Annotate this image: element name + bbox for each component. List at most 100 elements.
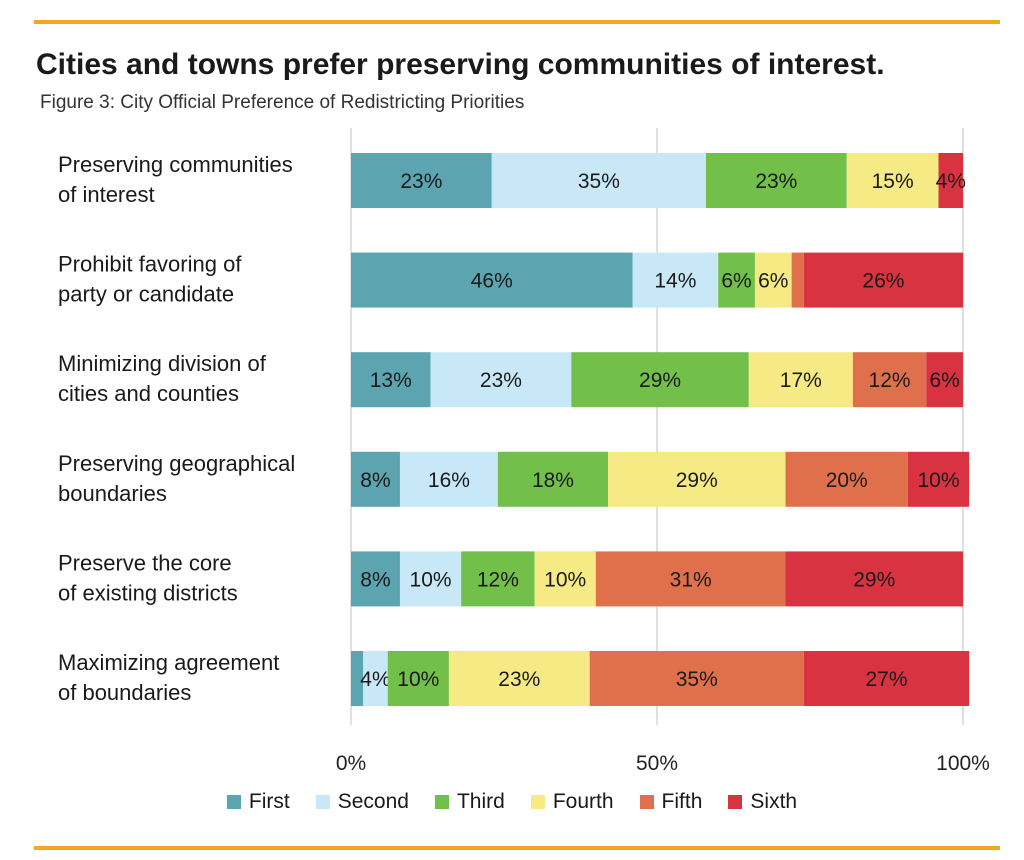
data-label: 35% xyxy=(578,170,620,193)
data-label: 31% xyxy=(670,568,712,591)
data-label: 12% xyxy=(477,568,519,591)
category-label: cities and counties xyxy=(58,381,239,406)
data-label: 16% xyxy=(428,469,470,492)
legend-label: Third xyxy=(456,790,505,813)
data-label: 23% xyxy=(480,369,522,392)
bar-segment-fifth xyxy=(791,252,804,308)
data-label: 29% xyxy=(853,568,895,591)
bar-segment-third xyxy=(461,551,535,607)
data-label: 8% xyxy=(360,469,390,492)
bar-segment-sixth xyxy=(803,252,963,308)
bar-segment-fifth xyxy=(852,352,927,408)
data-label: 10% xyxy=(397,668,439,691)
data-label: 10% xyxy=(544,568,586,591)
legend-item-third: Third xyxy=(434,790,505,814)
bar-segment-third xyxy=(497,451,609,507)
legend-item-fourth: Fourth xyxy=(530,790,614,814)
bar-segment-third xyxy=(571,352,749,408)
bar-segment-second xyxy=(399,451,498,507)
data-label: 12% xyxy=(869,369,911,392)
x-tick-label: 50% xyxy=(636,752,678,775)
bar-segment-fifth xyxy=(589,651,804,706)
category-label: Maximizing agreement xyxy=(58,650,279,675)
data-label: 8% xyxy=(360,568,390,591)
legend-swatch xyxy=(315,795,330,809)
data-label: 13% xyxy=(370,369,412,392)
bar-segment-fifth xyxy=(595,551,786,607)
category-label: Preserve the core xyxy=(58,550,232,575)
data-label: 35% xyxy=(676,668,718,691)
bar-segment-second xyxy=(632,252,719,308)
x-tick-label: 100% xyxy=(936,752,990,775)
bar-segment-fifth xyxy=(785,451,908,507)
data-label: 29% xyxy=(639,369,681,392)
data-label: 14% xyxy=(654,270,696,293)
data-label: 23% xyxy=(755,170,797,193)
bar-segment-first xyxy=(351,651,364,706)
category-label: of boundaries xyxy=(58,680,191,705)
data-label: 6% xyxy=(721,270,751,293)
data-label: 17% xyxy=(780,369,822,392)
data-label: 18% xyxy=(532,469,574,492)
data-label: 15% xyxy=(872,170,914,193)
bar-segment-first xyxy=(351,451,400,507)
legend-label: Fourth xyxy=(552,790,614,813)
bar-segment-third xyxy=(387,651,449,706)
legend-item-sixth: Sixth xyxy=(728,790,797,814)
bar-segment-third xyxy=(718,252,755,308)
category-label: boundaries xyxy=(58,481,167,506)
legend-item-fifth: Fifth xyxy=(639,790,703,814)
chart-title: Cities and towns prefer preserving commu… xyxy=(36,48,885,81)
legend-swatch xyxy=(728,795,743,809)
legend-swatch xyxy=(226,795,241,809)
bar-segment-fourth xyxy=(534,551,596,607)
data-label: 27% xyxy=(865,668,907,691)
data-label: 23% xyxy=(400,170,442,193)
data-label: 6% xyxy=(758,270,788,293)
bar-segment-fourth xyxy=(754,252,792,308)
bar-segment-sixth xyxy=(785,551,963,607)
top-accent-rule xyxy=(34,20,1000,24)
data-label: 10% xyxy=(410,568,452,591)
legend-swatch xyxy=(434,795,449,809)
data-label: 46% xyxy=(471,270,513,293)
legend-label: Sixth xyxy=(750,790,798,813)
category-label: of existing districts xyxy=(58,580,238,605)
legend-label: Second xyxy=(337,790,409,813)
bar-segment-second xyxy=(491,153,706,208)
chart-subtitle: Figure 3: City Official Preference of Re… xyxy=(40,92,525,113)
bar-segment-fourth xyxy=(748,352,853,408)
legend-item-first: First xyxy=(226,790,290,814)
bar-segment-first xyxy=(351,252,633,308)
legend-item-second: Second xyxy=(315,790,409,814)
bottom-accent-rule xyxy=(34,846,1000,850)
data-label: 29% xyxy=(676,469,718,492)
bar-segment-first xyxy=(351,551,400,607)
x-tick-label: 0% xyxy=(336,752,366,775)
data-label: 4% xyxy=(936,170,966,193)
chart-legend: First Second Third Fourth Fifth Sixth xyxy=(0,790,1024,814)
category-label: party or candidate xyxy=(58,282,234,307)
bar-segment-fourth xyxy=(608,451,786,507)
bar-segment-sixth xyxy=(926,352,963,408)
legend-swatch xyxy=(530,795,545,809)
bar-segment-sixth xyxy=(938,153,963,208)
bar-segment-sixth xyxy=(907,451,970,507)
data-label: 23% xyxy=(498,668,540,691)
bar-segment-second xyxy=(430,352,572,408)
data-label: 10% xyxy=(918,469,960,492)
data-label: 26% xyxy=(862,270,904,293)
legend-label: First xyxy=(248,790,290,813)
bar-segment-first xyxy=(351,352,431,408)
bar-segment-fourth xyxy=(448,651,590,706)
data-label: 4% xyxy=(360,668,390,691)
legend-label: Fifth xyxy=(661,790,703,813)
bar-segment-sixth xyxy=(803,651,970,706)
bar-segment-second xyxy=(363,651,388,706)
data-label: 20% xyxy=(826,469,868,492)
bar-segment-second xyxy=(399,551,462,607)
category-label: Preserving geographical xyxy=(58,451,295,476)
bar-segment-fourth xyxy=(846,153,939,208)
category-label: Prohibit favoring of xyxy=(58,252,242,277)
